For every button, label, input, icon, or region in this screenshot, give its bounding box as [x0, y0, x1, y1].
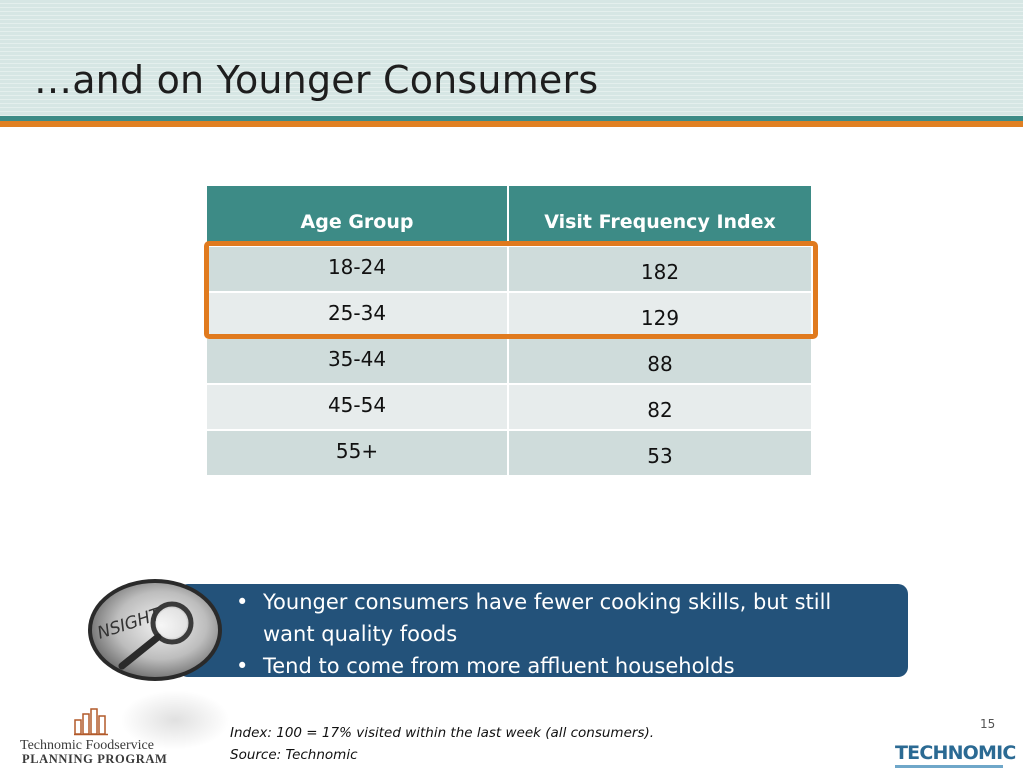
footnote-block: Index: 100 = 17% visited within the last…	[230, 722, 654, 766]
slide-header-band	[0, 0, 1023, 116]
footnote-source: Source: Technomic	[230, 747, 358, 763]
technomic-bar-logo-icon	[74, 708, 108, 736]
age-group-cell: 45-54	[207, 383, 508, 430]
header-rule-orange	[0, 121, 1023, 127]
bullet-marker: •	[236, 590, 249, 614]
technomic-logo-underline	[895, 765, 1003, 768]
table-row: 25-34 129	[207, 291, 811, 338]
insight-panel	[178, 584, 908, 677]
age-group-cell: 18-24	[207, 245, 508, 292]
logo-shadow	[120, 690, 230, 750]
index-cell: 182	[507, 245, 811, 292]
index-cell: 88	[507, 337, 811, 384]
age-group-cell: 55+	[207, 429, 508, 475]
technomic-logo-right: TECHNOMIC	[895, 742, 1016, 764]
table-row: 45-54 82	[207, 383, 811, 430]
index-cell: 53	[507, 429, 811, 475]
table-row: 55+ 53	[207, 429, 811, 475]
table-row: 35-44 88	[207, 337, 811, 384]
footnote-index: Index: 100 = 17% visited within the last…	[230, 725, 655, 741]
column-header-age-group: Age Group	[207, 186, 508, 246]
logo-left-line1: Technomic Foodservice	[20, 738, 154, 753]
column-header-visit-frequency-index: Visit Frequency Index	[507, 186, 811, 246]
visit-frequency-table: Age Group Visit Frequency Index 18-24 18…	[207, 186, 811, 475]
age-group-cell: 35-44	[207, 337, 508, 384]
insight-bullet-text: Younger consumers have fewer cooking ski…	[263, 590, 832, 646]
insight-bullet-item: • Younger consumers have fewer cooking s…	[236, 586, 876, 650]
age-group-cell: 25-34	[207, 291, 508, 338]
logo-left-line2: PLANNING PROGRAM	[22, 752, 168, 766]
index-cell: 129	[507, 291, 811, 338]
insight-bullet-item: • Tend to come from more affluent househ…	[236, 650, 876, 682]
insight-bullet-text: Tend to come from more affluent househol…	[263, 654, 735, 678]
slide-title: …and on Younger Consumers	[34, 58, 599, 102]
table-row: 18-24 182	[207, 245, 811, 292]
index-cell: 82	[507, 383, 811, 430]
insight-bullet-list: • Younger consumers have fewer cooking s…	[236, 586, 876, 682]
header-rule-teal	[0, 116, 1023, 121]
page-number: 15	[980, 717, 996, 731]
insight-magnifier-icon: NSIGHT	[88, 579, 222, 681]
bullet-marker: •	[236, 654, 249, 678]
table-header-row: Age Group Visit Frequency Index	[207, 186, 811, 246]
